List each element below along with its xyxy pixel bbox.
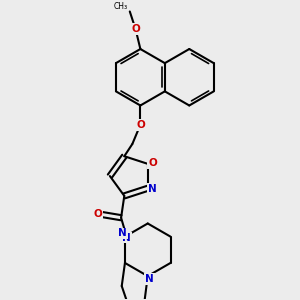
Text: O: O <box>148 158 157 168</box>
Text: N: N <box>122 232 131 243</box>
Text: O: O <box>94 209 102 220</box>
Text: O: O <box>131 24 140 34</box>
Text: N: N <box>118 228 127 239</box>
Text: CH₃: CH₃ <box>114 2 128 10</box>
Text: N: N <box>145 274 154 284</box>
Text: N: N <box>148 184 157 194</box>
Text: O: O <box>136 120 145 130</box>
